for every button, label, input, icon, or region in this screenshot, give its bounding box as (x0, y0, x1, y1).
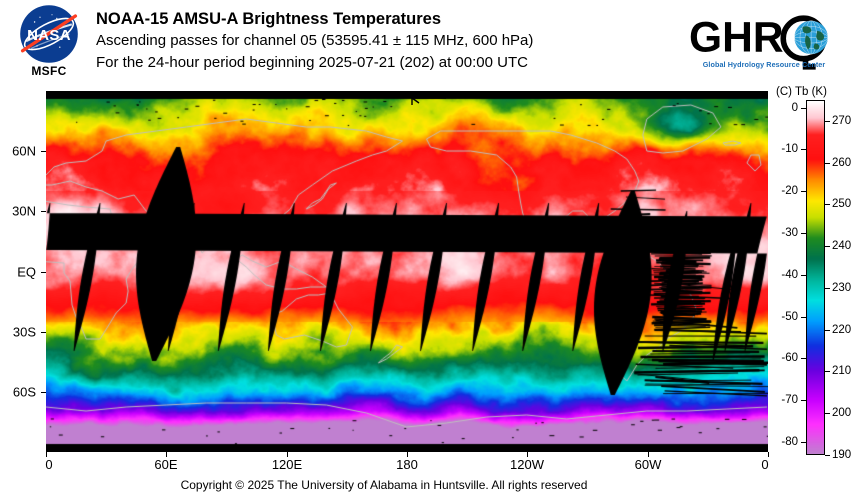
colorbar-label-c: -60 (760, 352, 798, 364)
brightness-temperature-map[interactable] (46, 91, 768, 452)
nasa-meatball-icon: NASA (19, 4, 79, 64)
lon-label-0: 0 (45, 457, 52, 472)
colorbar-label-c: -20 (760, 185, 798, 197)
title-block: NOAA-15 AMSU-A Brightness Temperatures A… (96, 8, 676, 74)
lat-label-60n: 60N (0, 144, 36, 159)
colorbar-tick-k (825, 413, 830, 414)
colorbar-tick-k (825, 163, 830, 164)
colorbar-tick-k (825, 204, 830, 205)
lon-label-60e: 60E (154, 457, 177, 472)
page-header: NASA MSFC NOAA-15 AMSU-A Brightness Temp… (0, 0, 854, 88)
colorbar-tick-k (825, 246, 830, 247)
colorbar-label-c: -10 (760, 143, 798, 155)
colorbar-tick-c (801, 108, 806, 109)
arrow-marker-icon (412, 91, 446, 105)
lat-tick (41, 151, 46, 152)
colorbar-label-c: -40 (760, 269, 798, 281)
colorbar-tick-k (825, 455, 830, 456)
colorbar-label-k: 260 (832, 157, 851, 169)
ghrc-subtitle: Global Hydrology Resource Center (688, 60, 840, 69)
copyright-text: Copyright © 2025 The University of Alaba… (0, 478, 768, 492)
colorbar-label-k: 270 (832, 115, 851, 127)
msfc-label: MSFC (14, 64, 84, 78)
lon-label-120w: 120W (510, 457, 544, 472)
colorbar-header: (C) Tb (K) (776, 86, 827, 98)
colorbar-tick-c (801, 442, 806, 443)
colorbar-tick-c (801, 358, 806, 359)
colorbar-label-c: -80 (760, 436, 798, 448)
lat-tick (41, 332, 46, 333)
colorbar-label-k: 240 (832, 240, 851, 252)
colorbar-label-k: 200 (832, 407, 851, 419)
colorbar-label-c: 0 (760, 102, 798, 114)
colorbar-label-k: 250 (832, 198, 851, 210)
svg-text:NASA: NASA (27, 27, 71, 44)
svg-text:GHR: GHR (689, 14, 784, 62)
lat-tick (41, 211, 46, 212)
lat-tick (41, 272, 46, 273)
colorbar-gradient (807, 101, 824, 454)
colorbar[interactable] (806, 100, 825, 455)
colorbar-label-k: 210 (832, 365, 851, 377)
colorbar-tick-k (825, 330, 830, 331)
title-period: For the 24-hour period beginning 2025-07… (96, 52, 676, 74)
lon-label-60w: 60W (635, 457, 662, 472)
colorbar-tick-c (801, 400, 806, 401)
colorbar-label-c: -50 (760, 311, 798, 323)
lon-label-360: 0 (761, 457, 768, 472)
colorbar-label-c: -70 (760, 394, 798, 406)
lat-tick (41, 392, 46, 393)
colorbar-label-k: 220 (832, 324, 851, 336)
colorbar-tick-c (801, 191, 806, 192)
lat-label-eq: EQ (0, 264, 36, 279)
colorbar-label-k: 190 (832, 449, 851, 461)
lon-label-120e: 120E (272, 457, 302, 472)
colorbar-tick-k (825, 371, 830, 372)
map-annotation-layer (46, 91, 768, 452)
colorbar-tick-k (825, 121, 830, 122)
colorbar-tick-k (825, 288, 830, 289)
colorbar-label-k: 230 (832, 282, 851, 294)
lat-label-60s: 60S (0, 384, 36, 399)
colorbar-tick-c (801, 233, 806, 234)
lat-label-30s: 30S (0, 324, 36, 339)
colorbar-tick-c (801, 275, 806, 276)
lon-label-180: 180 (396, 457, 418, 472)
colorbar-tick-c (801, 149, 806, 150)
colorbar-tick-c (801, 317, 806, 318)
page-title: NOAA-15 AMSU-A Brightness Temperatures (96, 8, 676, 30)
nasa-logo: NASA MSFC (14, 4, 84, 84)
title-subtitle: Ascending passes for channel 05 (53595.4… (96, 30, 676, 52)
colorbar-label-c: -30 (760, 227, 798, 239)
lat-label-30n: 30N (0, 204, 36, 219)
